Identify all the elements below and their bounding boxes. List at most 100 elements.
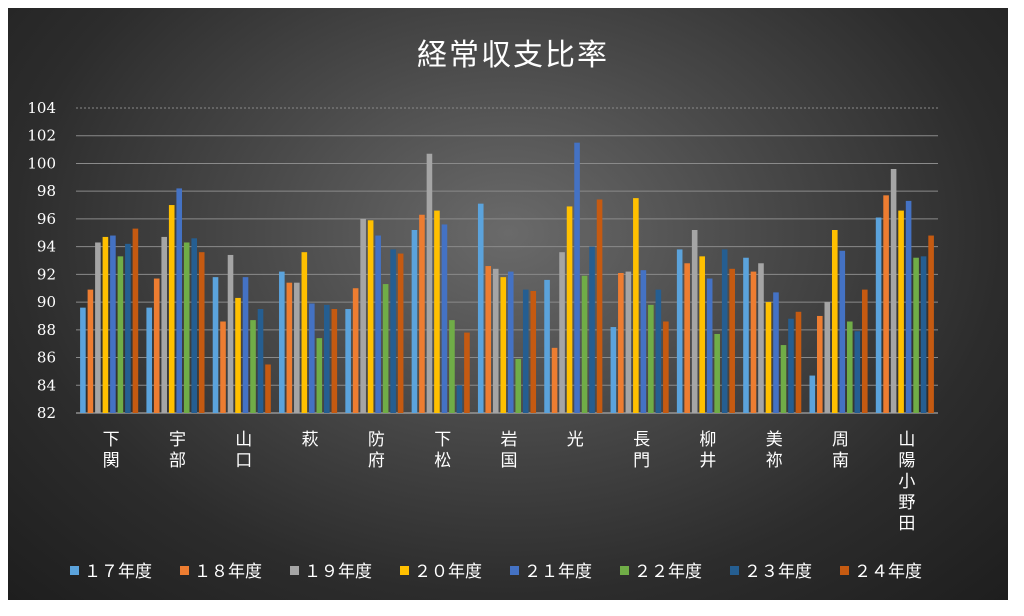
bar <box>411 230 418 413</box>
y-tick-label: 92 <box>37 265 56 283</box>
bar <box>581 275 588 413</box>
legend-label: ２１年度 <box>524 562 592 582</box>
y-tick-label: 102 <box>27 127 56 145</box>
bar <box>419 214 425 413</box>
y-tick-label: 104 <box>27 99 56 117</box>
bar <box>485 266 492 413</box>
bar <box>920 256 927 413</box>
bar <box>95 242 101 413</box>
bar <box>839 250 846 413</box>
x-category-label: 長門 <box>633 430 650 471</box>
bar <box>773 292 779 413</box>
x-category-label: 周南 <box>832 430 849 471</box>
bar <box>854 331 861 413</box>
bar <box>913 257 919 413</box>
bar <box>456 385 463 413</box>
bar <box>625 271 632 413</box>
bar <box>875 217 882 413</box>
bar <box>551 347 558 413</box>
x-category-label: 美祢 <box>766 430 783 471</box>
bar <box>676 249 683 413</box>
bar <box>441 224 448 413</box>
bar <box>212 277 219 413</box>
bar <box>905 200 912 413</box>
x-category-label: 光 <box>567 430 584 450</box>
bar <box>227 254 234 413</box>
x-category-label: 下関 <box>103 430 120 471</box>
bar <box>765 302 772 413</box>
bar <box>176 188 183 413</box>
bar <box>146 307 153 413</box>
bar <box>780 345 787 413</box>
bar <box>846 321 853 413</box>
bar <box>198 252 205 413</box>
x-category-label: 下松 <box>434 430 451 471</box>
bar <box>559 252 565 413</box>
bar <box>477 203 484 413</box>
bar <box>125 243 131 413</box>
y-tick-label: 84 <box>37 376 56 394</box>
y-tick-label: 90 <box>37 293 56 311</box>
bar <box>345 309 351 413</box>
bar <box>544 279 550 413</box>
x-axis: 下関 宇部 山口 萩 防府 下松 岩国 光 長門 柳井 美祢 周南 山陽小野田 <box>103 430 916 534</box>
bar <box>633 198 639 413</box>
bar <box>721 249 728 413</box>
y-axis: 82 84 86 88 90 92 94 96 98 100 102 104 <box>27 99 56 422</box>
bar <box>824 302 831 413</box>
legend-label: ２３年度 <box>744 562 812 582</box>
bar <box>663 321 669 413</box>
bar <box>883 195 889 413</box>
bar <box>168 205 175 413</box>
bar <box>618 272 624 413</box>
bar <box>596 199 603 413</box>
bar <box>316 338 323 413</box>
bar <box>352 288 359 413</box>
bar <box>183 242 190 413</box>
bar <box>102 236 109 413</box>
bar <box>530 291 537 413</box>
bar <box>795 311 802 413</box>
bar <box>191 238 198 413</box>
y-tick-label: 94 <box>37 238 56 256</box>
bar <box>242 277 249 413</box>
chart-area: 経常収支比率 82 84 86 88 90 92 94 96 98 100 102 104 下関 宇部 山… <box>8 8 1008 600</box>
bar <box>220 321 226 413</box>
bar <box>257 309 264 413</box>
chart-svg: 経常収支比率 82 84 86 88 90 92 94 96 98 100 102 104 下関 宇部 山… <box>27 38 938 582</box>
bar <box>235 297 241 413</box>
bar <box>743 257 749 413</box>
legend-swatch <box>840 566 849 575</box>
bar <box>831 230 838 413</box>
bar <box>331 309 338 413</box>
x-category-label: 山陽小野田 <box>898 430 915 534</box>
bar <box>928 235 934 413</box>
legend-label: ２２年度 <box>634 562 702 582</box>
bar <box>397 253 404 413</box>
bar <box>890 169 897 413</box>
legend-swatch <box>510 566 519 575</box>
bar <box>492 268 499 413</box>
bar <box>279 271 285 413</box>
legend-label: １７年度 <box>84 562 152 582</box>
legend-label: ２４年度 <box>854 562 922 582</box>
legend-label: ２０年度 <box>414 562 482 582</box>
bar <box>80 307 86 413</box>
legend-label: １８年度 <box>194 562 262 582</box>
bar <box>434 210 440 413</box>
bar <box>500 277 507 413</box>
bar <box>699 256 705 413</box>
bar <box>714 333 720 413</box>
bars <box>80 142 934 413</box>
y-tick-label: 96 <box>37 210 56 228</box>
bar <box>110 235 116 413</box>
bar <box>507 271 514 413</box>
bar <box>153 278 160 413</box>
x-category-label: 山口 <box>235 430 252 471</box>
bar <box>816 315 823 413</box>
bar <box>449 320 455 413</box>
bar <box>382 284 389 413</box>
legend-label: １９年度 <box>304 562 372 582</box>
legend: １７年度 １８年度 １９年度 ２０年度 ２１年度 ２２年度 ２３年度 ２４年度 <box>70 562 922 582</box>
legend-swatch <box>70 566 79 575</box>
